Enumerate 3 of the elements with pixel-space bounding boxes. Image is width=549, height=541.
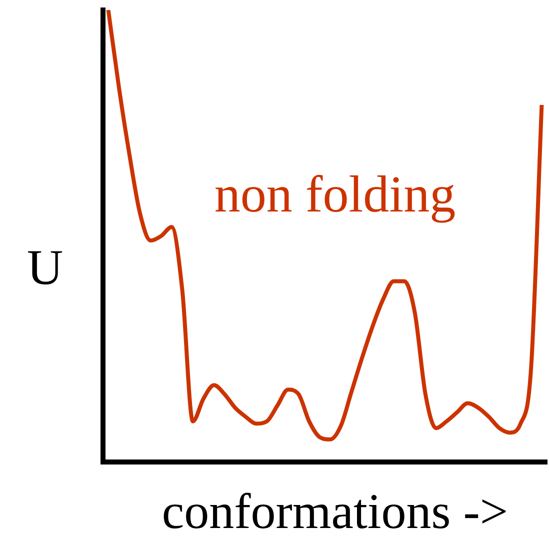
- y-axis-title: U: [26, 239, 64, 296]
- x-axis-title: conformations ->: [162, 483, 508, 540]
- annotation: non folding: [214, 166, 456, 224]
